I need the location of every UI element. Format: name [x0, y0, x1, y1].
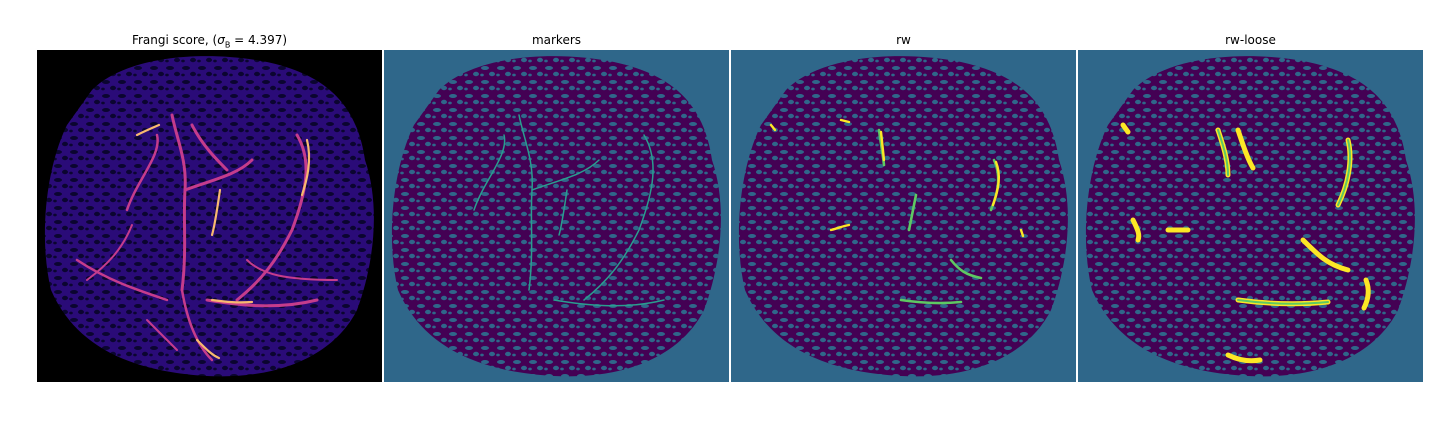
frangi-svg	[37, 50, 382, 382]
markers-svg	[384, 50, 729, 382]
rw-image	[731, 50, 1076, 382]
markers-panel-title: markers	[531, 33, 582, 47]
frangi-score-image	[37, 50, 382, 382]
rw-panel-title: rw	[896, 33, 911, 47]
rw-loose-svg	[1078, 50, 1423, 382]
markers-image	[384, 50, 729, 382]
rw-svg	[731, 50, 1076, 382]
rw-loose-image	[1078, 50, 1423, 382]
rw-loose-panel-title: rw-loose	[1225, 33, 1276, 47]
frangi-panel-title: Frangi score, (σB = 4.397)	[131, 33, 288, 50]
